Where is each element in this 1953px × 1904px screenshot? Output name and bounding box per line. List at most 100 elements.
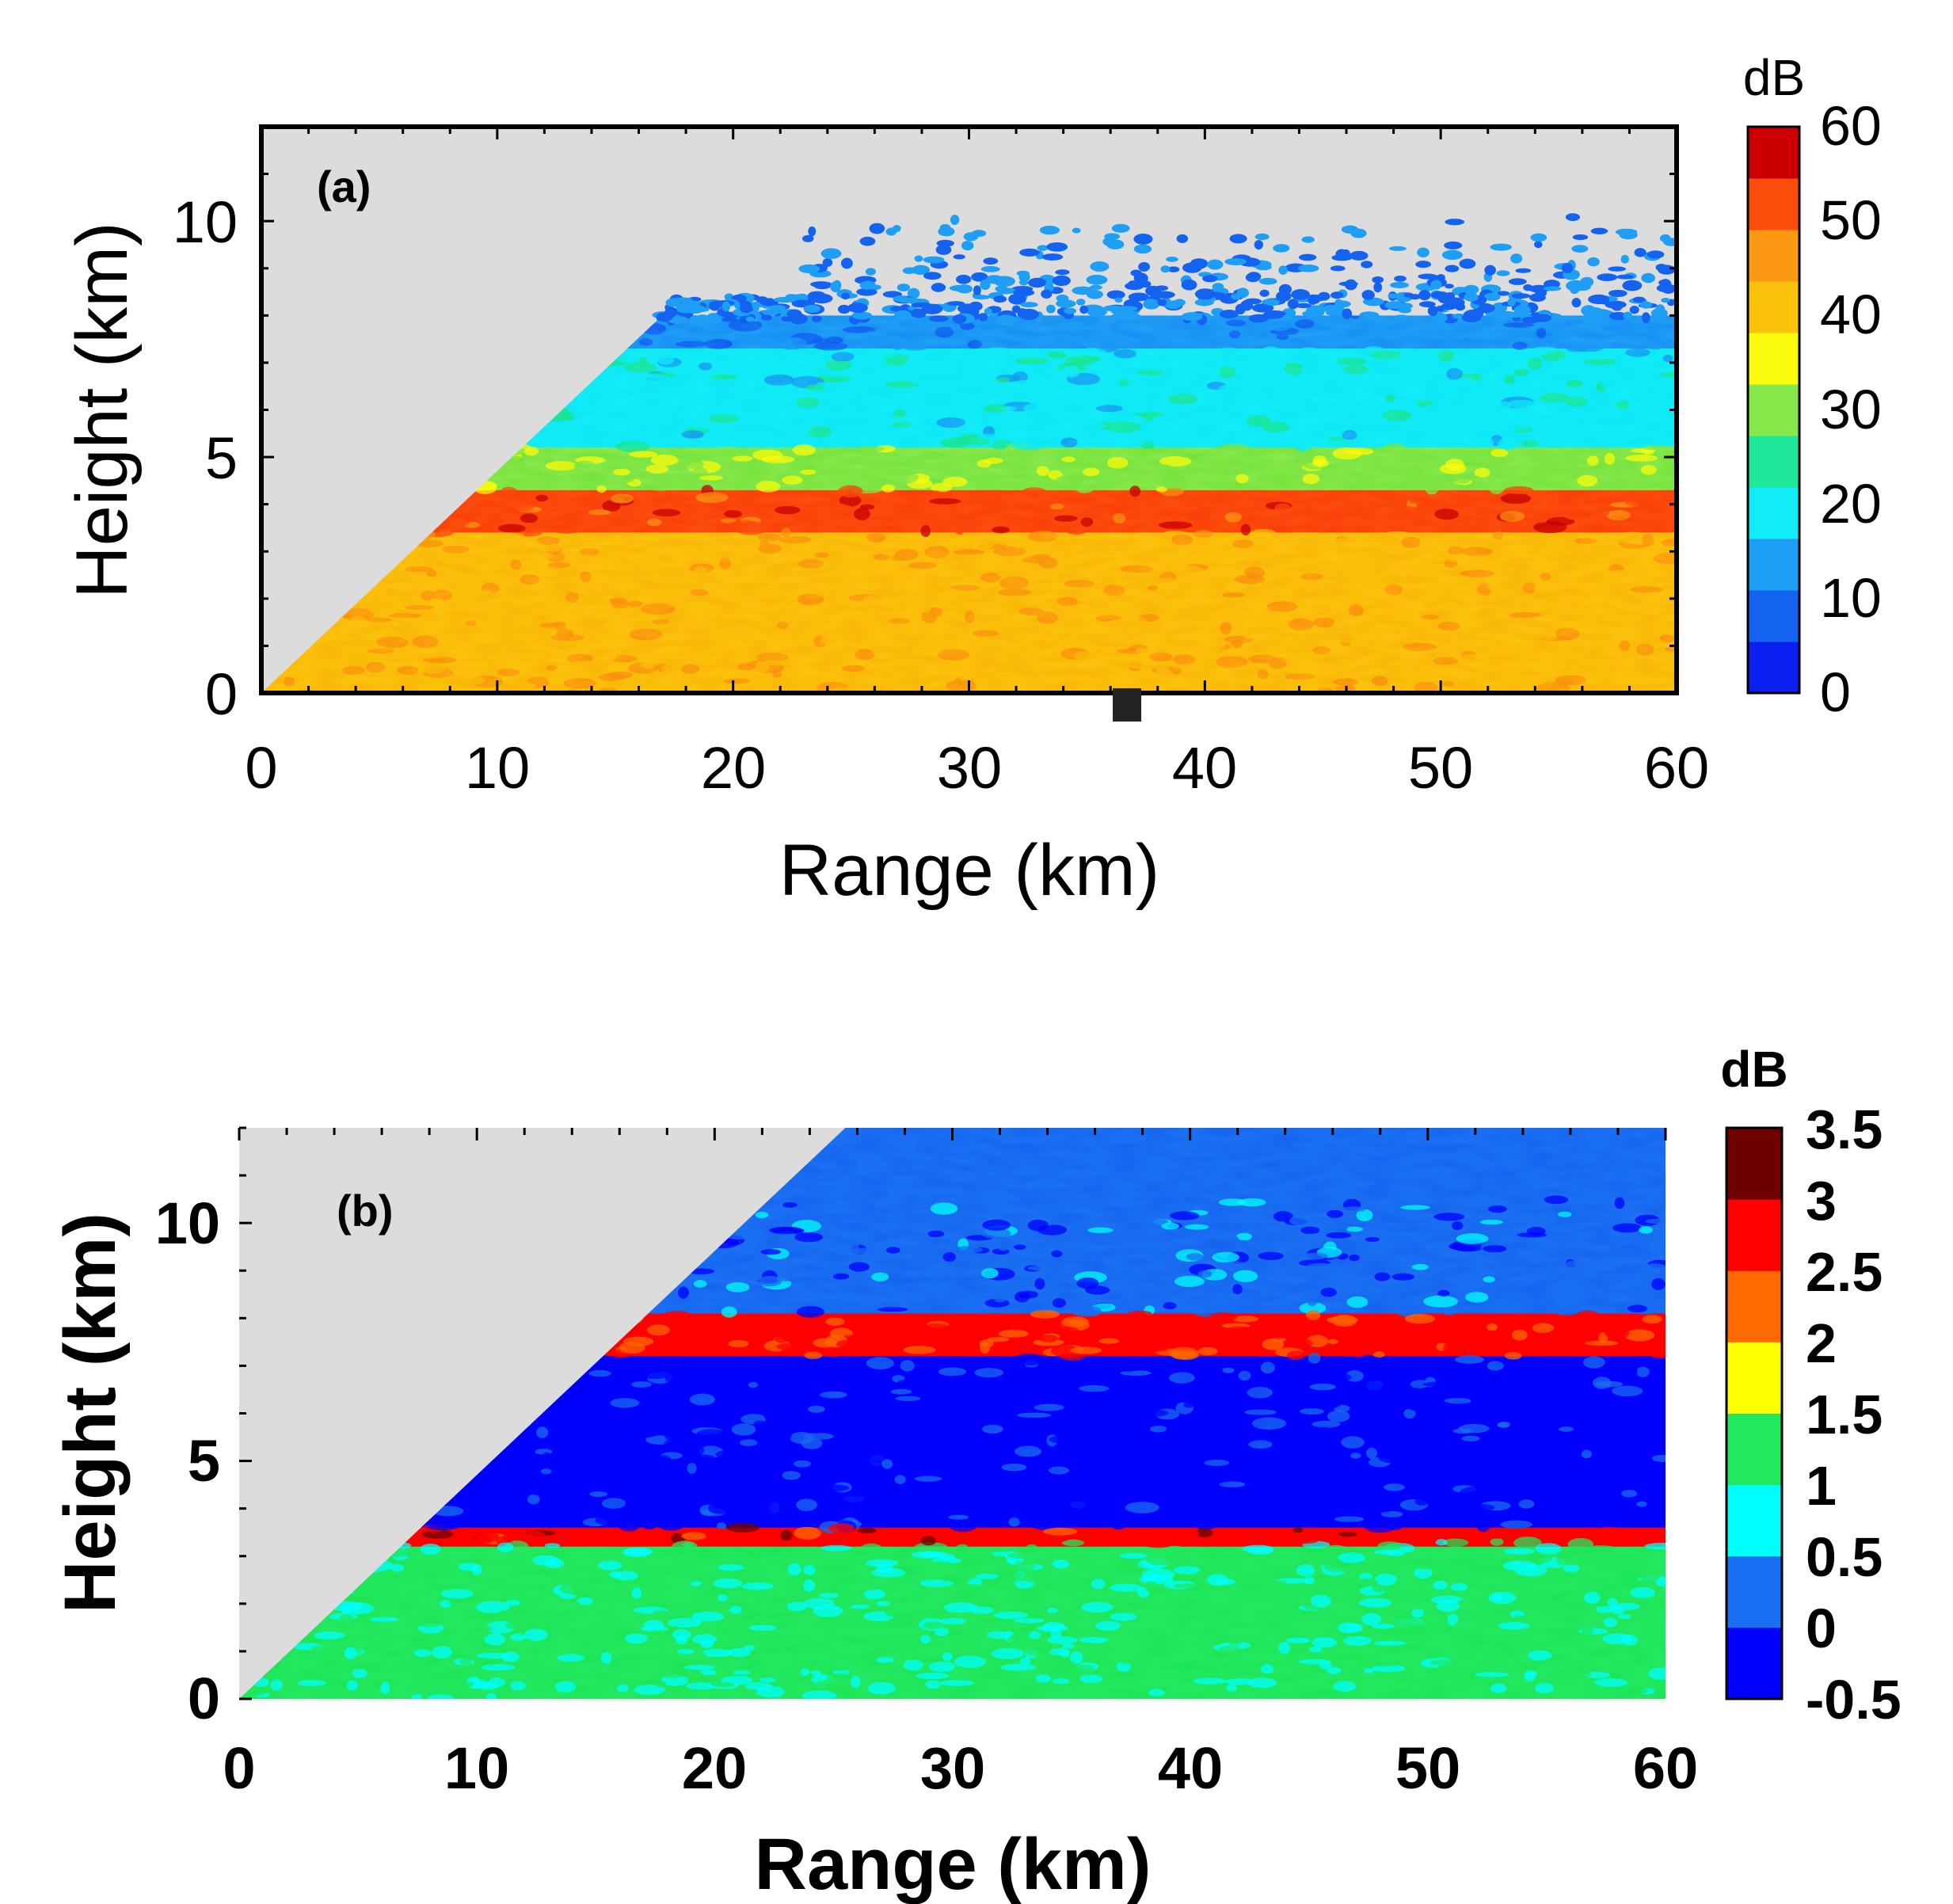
colorbar-b-segment-4 bbox=[1726, 1342, 1782, 1414]
echo-top-speck bbox=[1511, 293, 1531, 299]
echo-top-speck bbox=[1565, 213, 1581, 222]
panel-a-xtick-20: 20 bbox=[701, 735, 766, 801]
echo-top-speck bbox=[1634, 248, 1647, 257]
echo-top-speck bbox=[1561, 263, 1574, 273]
echo-top-speck bbox=[956, 284, 973, 294]
echo-top-speck bbox=[1530, 233, 1548, 242]
echo-top-speck bbox=[1194, 288, 1216, 300]
echo-top-speck bbox=[914, 255, 923, 262]
echo-top-speck bbox=[1251, 303, 1274, 313]
echo-top-speck bbox=[1248, 314, 1269, 323]
echo-top-speck bbox=[1373, 315, 1384, 324]
colorbar-a-segment-2 bbox=[1748, 539, 1799, 591]
echo-top-speck bbox=[1415, 261, 1431, 268]
echo-top-speck bbox=[1572, 234, 1589, 241]
echo-top-speck bbox=[801, 234, 814, 242]
echo-top-speck bbox=[1620, 254, 1629, 264]
colorbar-a-tick-10: 10 bbox=[1820, 567, 1882, 629]
colorbar-a-tick-30: 30 bbox=[1820, 379, 1882, 440]
panel-b-label: (b) bbox=[337, 1186, 394, 1236]
echo-top-speck bbox=[1483, 292, 1501, 301]
echo-top-speck bbox=[1075, 299, 1086, 306]
echo-top-speck bbox=[1639, 301, 1653, 309]
echo-top-speck bbox=[1361, 261, 1373, 268]
echo-top-speck bbox=[1388, 246, 1407, 251]
colorbar-a-segment-4 bbox=[1748, 436, 1799, 488]
echo-top-speck bbox=[1608, 289, 1628, 297]
echo-top-speck bbox=[1430, 280, 1442, 290]
colorbar-b-frame bbox=[1725, 1126, 1784, 1700]
echo-top-speck bbox=[745, 316, 755, 322]
echo-top-speck bbox=[911, 302, 933, 308]
echo-top-speck bbox=[1661, 297, 1670, 303]
echo-top-speck bbox=[890, 306, 905, 312]
echo-top-speck bbox=[1373, 282, 1383, 293]
echo-top-speck bbox=[1297, 265, 1319, 272]
echo-top-speck bbox=[1046, 304, 1056, 314]
echo-top-speck bbox=[1507, 297, 1516, 307]
echo-top-speck bbox=[869, 223, 885, 234]
colorbar-a-unit: dB bbox=[1743, 49, 1805, 106]
colorbar-b-tick-0.5: 0.5 bbox=[1806, 1526, 1883, 1588]
colorbar-b-segment-0 bbox=[1726, 1627, 1782, 1700]
echo-top-speck bbox=[1490, 243, 1513, 251]
echo-top-speck bbox=[814, 284, 831, 290]
echo-top-speck bbox=[865, 268, 876, 276]
panel-a-label: (a) bbox=[317, 162, 371, 211]
echo-top-speck bbox=[1350, 250, 1369, 261]
panel-a-ytick-5: 5 bbox=[205, 425, 238, 491]
echo-top-speck bbox=[840, 257, 853, 269]
panel-b-xtick-50: 50 bbox=[1395, 1735, 1460, 1801]
echo-top-speck bbox=[1461, 312, 1482, 322]
echo-top-speck bbox=[907, 288, 920, 299]
echo-top-speck bbox=[1064, 307, 1077, 314]
echo-top-speck bbox=[1008, 293, 1026, 305]
echo-top-speck bbox=[1388, 293, 1399, 299]
echo-top-speck bbox=[1157, 299, 1167, 307]
echo-top-speck bbox=[1398, 307, 1412, 314]
echo-top-speck bbox=[1494, 312, 1509, 322]
echo-top-speck bbox=[1079, 305, 1089, 314]
echo-top-speck bbox=[1590, 227, 1608, 234]
heatmap-a-no-data-wedge bbox=[261, 127, 1677, 693]
echo-top-speck bbox=[1334, 299, 1343, 307]
panel-b-ytick-0: 0 bbox=[188, 1666, 220, 1731]
echo-top-speck bbox=[721, 317, 738, 322]
panel-a-xtick-60: 60 bbox=[1644, 735, 1709, 801]
echo-top-speck bbox=[761, 314, 772, 321]
echo-top-speck bbox=[892, 225, 901, 232]
echo-top-speck bbox=[1182, 262, 1202, 273]
echo-top-speck bbox=[983, 257, 999, 265]
echo-top-speck bbox=[1392, 314, 1410, 320]
echo-top-speck bbox=[1181, 279, 1197, 291]
echo-top-speck bbox=[1464, 284, 1479, 295]
panel-a-xtick-10: 10 bbox=[465, 735, 530, 801]
colorbar-b-tick-1.5: 1.5 bbox=[1806, 1384, 1883, 1445]
colorbar-b-tick-1: 1 bbox=[1806, 1455, 1837, 1517]
echo-top-speck bbox=[985, 275, 1003, 284]
echo-top-speck bbox=[1229, 234, 1247, 244]
echo-top-speck bbox=[1616, 274, 1634, 280]
echo-top-speck bbox=[1418, 273, 1438, 280]
echo-top-speck bbox=[1622, 280, 1643, 291]
echo-top-speck bbox=[1298, 253, 1317, 261]
echo-top-speck bbox=[971, 230, 987, 238]
echo-top-speck bbox=[1544, 280, 1561, 289]
echo-top-speck bbox=[1133, 244, 1152, 254]
colorbar-b-tick-2.5: 2.5 bbox=[1806, 1241, 1883, 1303]
panel-b-xlabel: Range (km) bbox=[755, 1824, 1152, 1904]
heatmap-a bbox=[261, 127, 1677, 693]
panel-a-xtick-0: 0 bbox=[245, 735, 277, 801]
echo-top-speck bbox=[1330, 265, 1346, 272]
echo-top-speck bbox=[1331, 254, 1353, 261]
echo-top-speck bbox=[681, 300, 701, 307]
echo-top-speck bbox=[1588, 294, 1610, 305]
panel-b-ytick-5: 5 bbox=[188, 1428, 220, 1494]
echo-top-speck bbox=[822, 258, 833, 267]
panel-a-ytick-10: 10 bbox=[173, 189, 238, 255]
echo-top-speck bbox=[664, 307, 678, 318]
echo-top-speck bbox=[1202, 275, 1218, 283]
echo-top-speck bbox=[1306, 305, 1326, 317]
panel-b: (b) 0 10 20 30 40 50 60 0 5 10 Range (km… bbox=[50, 1041, 1902, 1904]
echo-top-speck bbox=[980, 279, 991, 291]
